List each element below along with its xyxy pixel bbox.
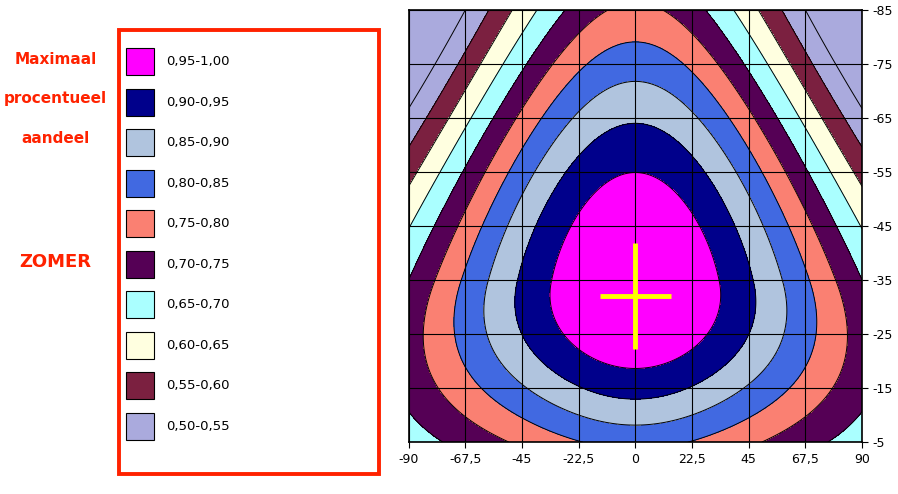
Text: 0,55-0,60: 0,55-0,60 <box>166 379 230 392</box>
Bar <box>127 48 154 75</box>
Bar <box>127 129 154 156</box>
Bar <box>127 89 154 116</box>
Text: procentueel: procentueel <box>4 91 107 106</box>
Text: 0,65-0,70: 0,65-0,70 <box>166 298 230 311</box>
FancyBboxPatch shape <box>119 30 379 474</box>
Text: 0,85-0,90: 0,85-0,90 <box>166 136 229 149</box>
Bar <box>127 210 154 238</box>
Bar <box>127 413 154 440</box>
Text: Maximaal: Maximaal <box>14 52 96 67</box>
Bar <box>127 291 154 319</box>
Text: 0,50-0,55: 0,50-0,55 <box>166 420 230 433</box>
Text: 0,70-0,75: 0,70-0,75 <box>166 258 230 271</box>
Bar <box>127 372 154 399</box>
Text: 0,60-0,65: 0,60-0,65 <box>166 339 229 352</box>
Text: 0,90-0,95: 0,90-0,95 <box>166 96 229 109</box>
Bar <box>127 169 154 197</box>
Bar <box>127 332 154 359</box>
Text: 0,75-0,80: 0,75-0,80 <box>166 217 230 230</box>
Text: ZOMER: ZOMER <box>20 253 92 271</box>
Bar <box>127 251 154 278</box>
Text: 0,80-0,85: 0,80-0,85 <box>166 177 229 190</box>
Text: aandeel: aandeel <box>22 131 90 146</box>
Text: 0,95-1,00: 0,95-1,00 <box>166 55 230 68</box>
